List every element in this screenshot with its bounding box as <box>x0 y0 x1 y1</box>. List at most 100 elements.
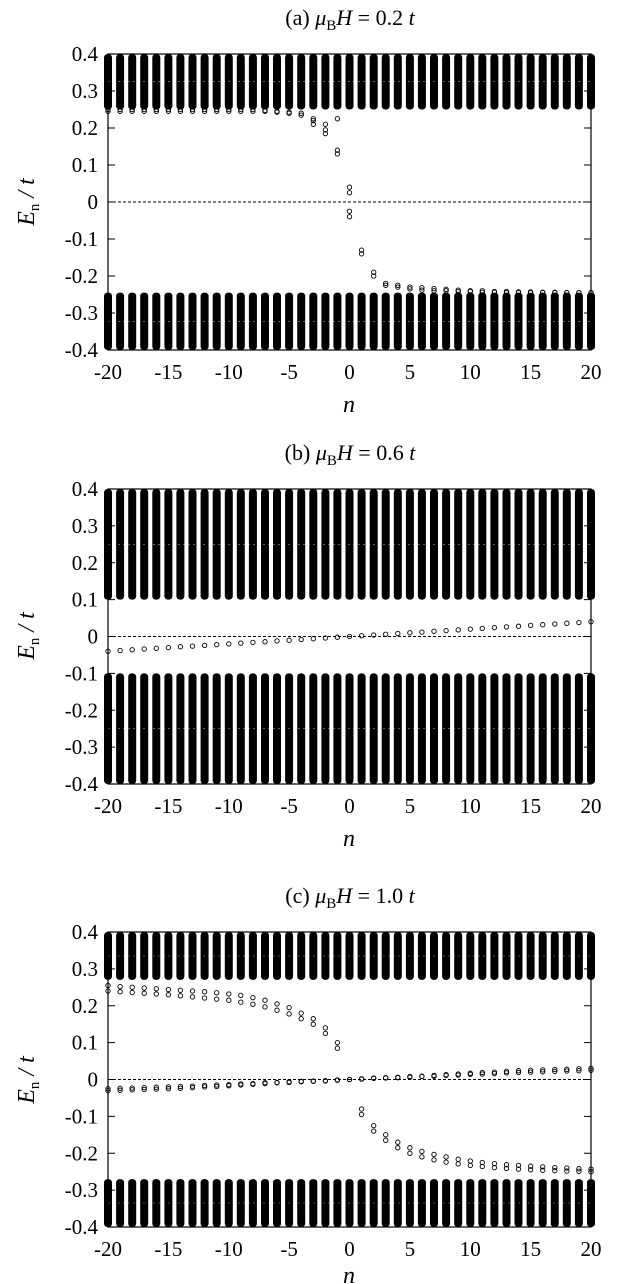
panel-c-point <box>407 1145 413 1151</box>
panel-a-ytick-label: 0.2 <box>72 116 98 140</box>
panel-c-point <box>189 1084 196 1091</box>
panel-a-xtick-label: -15 <box>154 360 182 384</box>
panel-b-point <box>371 632 377 638</box>
panel-c-band-1-column <box>442 1179 451 1227</box>
panel-a-band-0-column <box>502 54 511 110</box>
panel-a-point <box>431 288 437 294</box>
panel-a-point <box>153 108 159 114</box>
panel-c-point <box>467 1158 473 1164</box>
panel-c-ytick-label: -0.2 <box>65 1141 98 1165</box>
panel-b-ytick-label: 0.1 <box>72 588 98 612</box>
panel-c-point <box>407 1150 413 1156</box>
panel-c-band-0-column <box>381 932 390 980</box>
panel-c-point <box>431 1072 437 1079</box>
panel-b-xtick-label: -15 <box>154 794 182 818</box>
panel-a-band-1-column <box>188 292 197 350</box>
panel-c-point <box>491 1070 498 1077</box>
panel-c-point <box>515 1162 522 1169</box>
panel-c-band-0-column <box>321 932 330 980</box>
panel-c-point <box>455 1161 461 1167</box>
panel-a-point <box>443 286 449 292</box>
panel-a-band-1-column <box>248 292 257 350</box>
panel-c-point <box>358 1111 365 1118</box>
panel-c-band-0-column <box>538 932 547 980</box>
panel-a-point <box>383 282 389 288</box>
panel-a-point <box>467 288 473 295</box>
panel-c-point <box>419 1073 425 1079</box>
panel-a-band-0-column <box>478 54 487 110</box>
panel-c-point <box>383 1075 389 1081</box>
panel-c-point <box>431 1157 437 1163</box>
panel-a-xtick-label: 10 <box>460 360 481 384</box>
panel-b-band-1-column <box>466 673 475 784</box>
panel-c-band-1-column <box>393 1179 402 1227</box>
panel-c-point <box>177 993 184 999</box>
panel-b-band-1-column <box>442 673 451 784</box>
panel-b: (b) μBH = 0.6 t En / t n 0.4 0.3 0.2 0.1 0 -0… <box>14 440 602 852</box>
panel-b-band-1-column <box>478 673 487 784</box>
panel-c-point <box>129 1085 135 1091</box>
panel-b-xlabel: n <box>343 826 355 852</box>
panel-b-band-1-column <box>176 673 185 784</box>
panel-c-band-1-column <box>333 1179 342 1227</box>
panel-a-point <box>334 147 341 153</box>
panel-c-point <box>479 1163 485 1170</box>
panel-c-ytick-label: -0.4 <box>65 1215 99 1239</box>
panel-b-band-0-column <box>381 489 390 600</box>
panel-a-xlabel: n <box>343 392 355 418</box>
panel-b-point <box>214 641 220 648</box>
panel-a-band-1-column <box>466 292 475 350</box>
panel-a-band-0-column <box>188 54 197 110</box>
panel-c-point <box>419 1154 425 1160</box>
panel-a-band-0-column <box>442 54 451 110</box>
panel-b-ytick-label: 0 <box>88 625 99 649</box>
panel-c-point <box>298 1010 304 1016</box>
panel-a-point <box>371 269 377 275</box>
panel-c-point <box>540 1167 546 1173</box>
panel-c-band-0-column <box>236 932 245 980</box>
panel-a-ytick-label: 0 <box>88 190 99 214</box>
panel-c-point <box>189 1083 196 1089</box>
panel-c-point <box>214 996 220 1002</box>
panel-b-band-0-column <box>188 489 197 600</box>
panel-c-point <box>576 1068 582 1074</box>
panel-c-band-1-column <box>381 1179 390 1227</box>
panel-b-point <box>346 633 353 640</box>
panel-c-point <box>153 991 159 997</box>
panel-b-point <box>334 634 341 640</box>
panel-a-point <box>479 289 485 295</box>
panel-b-point <box>117 647 123 654</box>
panel-c-point <box>395 1074 401 1080</box>
panel-c-point <box>214 990 220 996</box>
panel-a-point <box>189 108 196 114</box>
panel-a-point <box>201 106 208 113</box>
panel-c-point <box>165 986 172 993</box>
panel-b-ytick-label: -0.3 <box>65 735 98 759</box>
panel-b-point <box>576 619 582 626</box>
panel-b-band-1-column <box>526 673 535 784</box>
panel-a-marks <box>104 54 595 350</box>
panel-b-band-0-column <box>116 489 125 600</box>
panel-a-point <box>371 273 377 279</box>
panel-a-point <box>407 284 413 290</box>
panel-a-point <box>455 288 461 295</box>
panel-b-band-1-column <box>128 673 137 784</box>
panel-a-band-0-column <box>273 54 281 110</box>
panel-b-xtick-label: 10 <box>460 794 481 818</box>
panel-a-point <box>201 108 208 114</box>
panel-c-band-0-column <box>442 932 451 980</box>
panel-b-xtick-label: 20 <box>581 794 602 818</box>
panel-b-band-0-column <box>333 489 342 600</box>
panel-c-band-0-column <box>562 932 571 980</box>
panel-a-band-1-column <box>562 292 571 350</box>
panel-a-band-1-column <box>502 292 511 350</box>
panel-c-band-0-column <box>116 932 125 980</box>
panel-c-point <box>358 1106 365 1112</box>
panel-b-point <box>443 627 449 634</box>
panel-c-point <box>503 1165 510 1172</box>
panel-a-band-1-column <box>357 292 366 350</box>
panel-c-point <box>238 992 244 999</box>
panel-c-band-1-column <box>248 1179 257 1227</box>
panel-a-band-1-column <box>333 292 342 350</box>
